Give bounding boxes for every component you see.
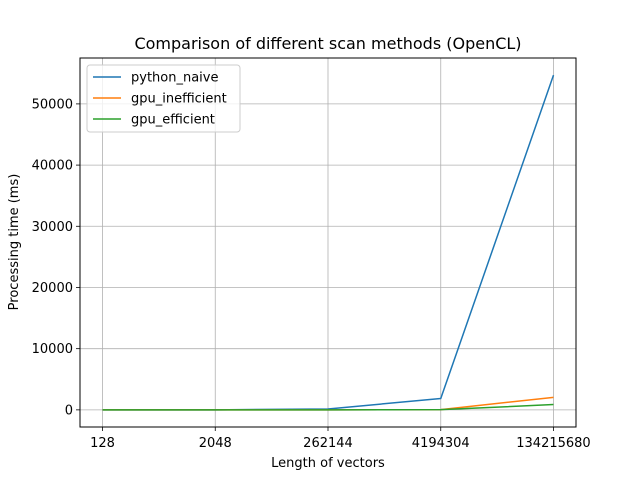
y-tick-label: 0 bbox=[65, 403, 73, 418]
y-tick-label: 50000 bbox=[32, 97, 73, 112]
x-tick-label: 4194304 bbox=[412, 436, 470, 451]
x-axis-label: Length of vectors bbox=[271, 456, 385, 471]
x-tick-label: 2048 bbox=[199, 436, 232, 451]
legend-label-python_naive: python_naive bbox=[131, 71, 218, 86]
series-lines bbox=[102, 74, 555, 411]
series-line-gpu_efficient bbox=[102, 403, 554, 411]
grid bbox=[80, 58, 576, 427]
x-tick-label: 262144 bbox=[303, 436, 353, 451]
x-tick-label: 128 bbox=[90, 436, 115, 451]
x-tick-label: 134215680 bbox=[516, 436, 590, 451]
x-axis-ticks: 128 2048 262144 4194304 134215680 bbox=[90, 427, 591, 451]
y-axis-ticks: 0 10000 20000 30000 40000 50000 bbox=[32, 97, 80, 418]
y-tick-label: 40000 bbox=[32, 159, 73, 174]
legend-label-gpu_efficient: gpu_efficient bbox=[131, 113, 215, 128]
y-tick-label: 20000 bbox=[32, 281, 73, 296]
legend-label-gpu_inefficient: gpu_inefficient bbox=[131, 92, 227, 107]
legend-box bbox=[86, 64, 241, 133]
y-axis-label: Processing time (ms) bbox=[7, 174, 22, 311]
legend: python_naive gpu_inefficient gpu_efficient bbox=[86, 64, 241, 133]
chart-title: Comparison of different scan methods (Op… bbox=[134, 34, 521, 53]
y-tick-label: 10000 bbox=[32, 342, 73, 357]
y-tick-label: 30000 bbox=[32, 220, 73, 235]
